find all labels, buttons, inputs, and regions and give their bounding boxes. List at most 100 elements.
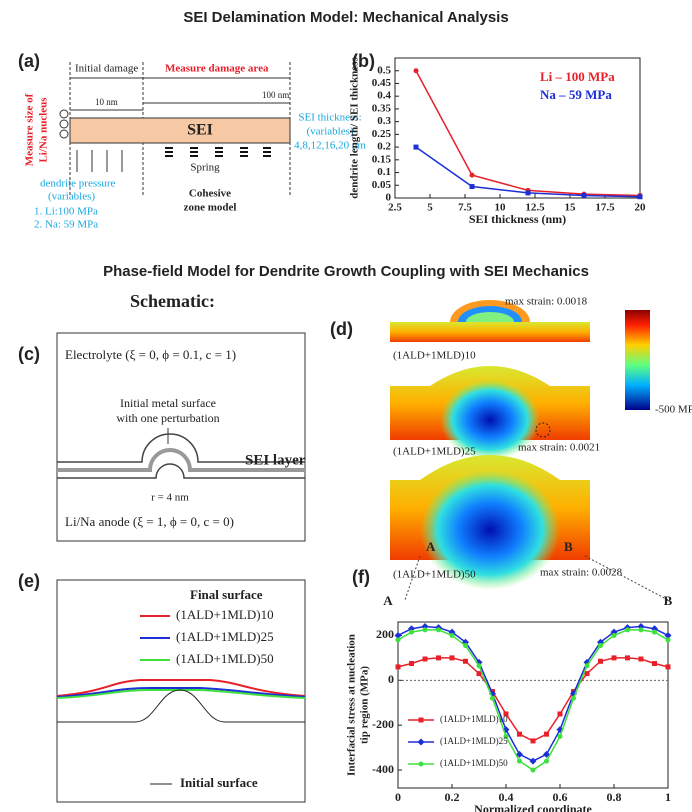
marker <box>409 629 414 635</box>
marker <box>413 68 419 74</box>
marker <box>557 711 563 717</box>
legend-label: (1ALD+1MLD)10 <box>440 714 508 724</box>
text: SEI thickness: <box>298 112 361 124</box>
text: with one perturbation <box>116 411 219 425</box>
x-tick-label: 0.6 <box>553 790 568 804</box>
text: max strain: 0.0021 <box>518 442 600 454</box>
x-tick-label: 0 <box>395 790 401 804</box>
marker <box>530 738 536 744</box>
marker <box>394 631 402 639</box>
marker <box>638 656 644 662</box>
panel-label: (f) <box>352 567 370 587</box>
sei-layer <box>69 117 291 144</box>
legend-label: Li – 100 MPa <box>540 69 615 84</box>
marker <box>611 655 617 661</box>
colorbar <box>625 310 650 410</box>
series-line <box>397 629 669 771</box>
panel-c: (c) Schematic: Electrolyte (ξ = 0, ϕ = 0… <box>18 291 306 542</box>
marker <box>557 733 563 739</box>
x-tick-label: 10 <box>495 202 507 214</box>
x-tick-label: 0.8 <box>607 790 622 804</box>
y-axis-label: dendrite length/ SEI thickness <box>349 57 361 199</box>
marker <box>638 627 644 633</box>
marker <box>530 767 536 773</box>
text: zone model <box>184 202 237 214</box>
marker <box>463 658 468 664</box>
legend-label: Initial surface <box>180 775 258 790</box>
marker <box>418 761 424 767</box>
text: B <box>564 539 573 554</box>
marker <box>652 661 657 666</box>
x-axis-label: Normalized coordinate <box>474 802 592 812</box>
panel-d: (d) max strain: 0.0018 (1ALD+1MLD)10 (1A… <box>330 296 692 601</box>
marker <box>517 758 522 764</box>
marker <box>413 144 419 150</box>
annotation: A <box>383 593 393 608</box>
legend-label: Na – 59 MPa <box>540 87 612 102</box>
text: max strain: 0.0028 <box>540 567 623 579</box>
frame <box>56 579 306 803</box>
y-tick-label: 0.05 <box>372 179 392 191</box>
text: 100 nm <box>262 90 289 100</box>
text: r = 4 nm <box>151 492 189 504</box>
legend-label: (1ALD+1MLD)50 <box>440 758 508 768</box>
text: Spring <box>190 162 220 174</box>
legend-label: (1ALD+1MLD)50 <box>176 651 274 666</box>
text: SEI <box>187 122 213 139</box>
x-tick-label: 5 <box>427 202 433 214</box>
marker <box>476 663 482 669</box>
marker <box>598 643 603 649</box>
y-axis-label: tip region (MPa) <box>359 666 371 744</box>
marker <box>503 711 509 717</box>
nucleus <box>59 109 69 139</box>
y-tick-label: -200 <box>372 717 394 731</box>
marker <box>584 663 590 669</box>
marker <box>395 637 401 643</box>
legend-label: (1ALD+1MLD)10 <box>176 607 274 622</box>
y-axis-label: Interfacial stress at nucleation <box>346 634 358 776</box>
marker <box>637 194 643 200</box>
x-axis-label: SEI thickness (nm) <box>469 212 566 226</box>
marker <box>529 757 537 765</box>
marker <box>469 184 475 190</box>
marker <box>652 629 657 635</box>
marker <box>665 637 671 643</box>
marker <box>544 731 549 737</box>
text: Initial metal surface <box>120 396 216 410</box>
y-tick-label: 0 <box>388 672 394 686</box>
text: Schematic: <box>130 291 215 311</box>
marker <box>476 671 482 677</box>
y-tick-label: 0.1 <box>377 166 391 178</box>
text: Initial damage <box>75 63 138 75</box>
marker <box>625 627 630 633</box>
panel-label: (a) <box>18 51 40 71</box>
x-tick-label: 0.2 <box>445 790 460 804</box>
marker <box>516 750 523 758</box>
marker <box>463 643 468 649</box>
panel-label: (c) <box>18 344 40 364</box>
text: A <box>426 539 436 554</box>
legend-label: (1ALD+1MLD)25 <box>440 736 508 746</box>
field-map <box>390 300 590 590</box>
text: SEI layer <box>245 452 306 468</box>
surfaces <box>56 679 306 723</box>
marker <box>503 733 509 739</box>
series-line <box>397 657 669 742</box>
x-tick-label: 2.5 <box>388 202 402 214</box>
colorbar-label: -500 MPa <box>655 404 692 416</box>
springs <box>165 147 271 157</box>
y-tick-label: -400 <box>372 762 394 776</box>
text: Cohesive <box>189 188 231 200</box>
marker <box>584 671 590 677</box>
text: (1ALD+1MLD)10 <box>393 350 476 362</box>
axes-frame <box>394 57 641 199</box>
y-tick-label: 0.4 <box>377 90 391 102</box>
panel-e: (e) Final surface (1ALD+1MLD)10 (1ALD+1M… <box>18 571 306 803</box>
marker <box>409 661 414 666</box>
marker <box>571 695 576 701</box>
marker <box>422 656 428 662</box>
marker <box>449 655 455 661</box>
x-tick-label: 20 <box>635 202 647 214</box>
frame <box>56 332 306 542</box>
